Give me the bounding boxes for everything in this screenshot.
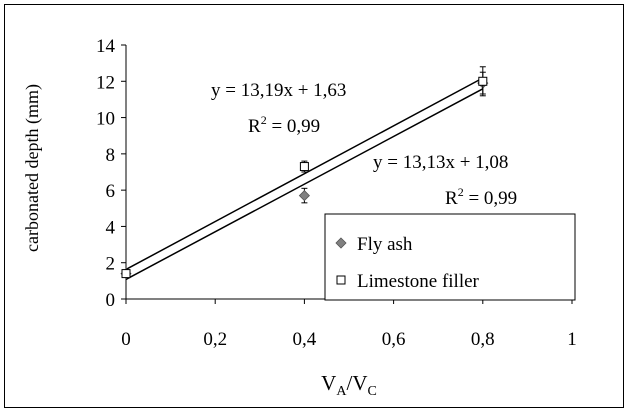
x-tick-label: 0,8	[471, 329, 495, 350]
x-tick-label: 0,6	[382, 329, 406, 350]
legend: Fly ash Limestone filler	[324, 213, 576, 301]
y-tick-label: 0	[106, 290, 116, 311]
trendline-limestone-filler	[125, 77, 484, 271]
data-point-limestone-filler	[121, 269, 131, 279]
legend-marker-limestone-filler	[336, 275, 346, 285]
r2-limestone-filler: R2 = 0,99	[248, 113, 320, 137]
data-point-limestone-filler	[478, 76, 488, 86]
y-tick-label: 14	[96, 36, 116, 57]
y-axis-label: carbonated depth (mm)	[22, 84, 43, 252]
equation-fly-ash: y = 13,13x + 1,08	[373, 152, 508, 173]
y-tick-label: 8	[106, 145, 116, 166]
legend-marker-fly-ash	[335, 237, 347, 249]
x-tick-label: 0	[121, 329, 131, 350]
y-tick-label: 10	[96, 109, 115, 130]
trendline-fly-ash	[125, 88, 484, 281]
x-tick-label: 0,2	[203, 329, 227, 350]
equation-limestone-filler: y = 13,19x + 1,63	[211, 80, 346, 101]
y-tick-label: 6	[106, 181, 116, 202]
legend-box	[324, 213, 576, 301]
r2-fly-ash: R2 = 0,99	[445, 185, 517, 209]
x-tick-label: 1	[567, 329, 577, 350]
chart-border	[4, 4, 624, 408]
legend-label-fly-ash: Fly ash	[357, 234, 413, 255]
legend-label-limestone-filler: Limestone filler	[357, 271, 480, 292]
y-tick-label: 4	[106, 217, 116, 238]
data-point-fly-ash	[298, 190, 310, 202]
x-axis-label: VA/VC	[321, 371, 377, 399]
data-point-limestone-filler	[299, 162, 309, 172]
y-tick-label: 2	[106, 254, 116, 275]
y-tick-label: 12	[96, 72, 115, 93]
x-tick-label: 0,4	[293, 329, 317, 350]
